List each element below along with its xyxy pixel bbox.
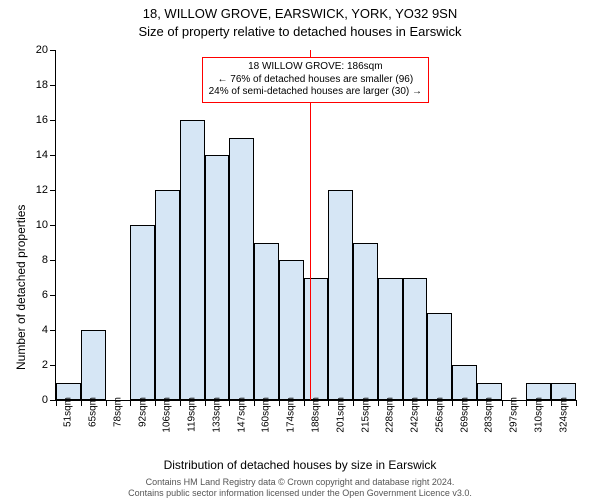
x-tick: [304, 400, 305, 406]
y-tick-label: 6: [26, 289, 48, 301]
x-tick: [452, 400, 453, 406]
histogram-bar: [403, 278, 428, 401]
histogram-bar: [81, 330, 106, 400]
x-tick-label: 119sqm: [187, 397, 198, 432]
footer-line1: Contains HM Land Registry data © Crown c…: [146, 477, 455, 487]
annotation-line2: ← 76% of detached houses are smaller (96…: [217, 74, 413, 85]
x-tick-label: 201sqm: [335, 397, 346, 433]
page-title-line2: Size of property relative to detached ho…: [0, 24, 600, 39]
page-title-line1: 18, WILLOW GROVE, EARSWICK, YORK, YO32 9…: [0, 6, 600, 21]
y-tick: [50, 225, 56, 226]
histogram-bar: [229, 138, 254, 401]
y-tick-label: 0: [26, 394, 48, 406]
y-tick: [50, 155, 56, 156]
y-tick: [50, 85, 56, 86]
x-tick: [427, 400, 428, 406]
annotation-line1: 18 WILLOW GROVE: 186sqm: [248, 61, 383, 72]
y-tick-label: 12: [26, 184, 48, 196]
x-tick: [130, 400, 131, 406]
x-tick-label: 256sqm: [434, 397, 445, 433]
y-tick: [50, 190, 56, 191]
histogram-bar: [452, 365, 477, 400]
y-tick: [50, 330, 56, 331]
x-tick: [279, 400, 280, 406]
annotation-box: 18 WILLOW GROVE: 186sqm ← 76% of detached…: [202, 57, 429, 103]
x-axis-label: Distribution of detached houses by size …: [0, 458, 600, 472]
histogram-bar: [279, 260, 304, 400]
x-tick: [328, 400, 329, 406]
x-tick: [155, 400, 156, 406]
x-tick: [180, 400, 181, 406]
x-tick: [81, 400, 82, 406]
x-tick-label: 51sqm: [63, 397, 74, 427]
x-tick: [56, 400, 57, 406]
y-tick: [50, 365, 56, 366]
x-tick-label: 106sqm: [162, 397, 173, 433]
x-tick: [254, 400, 255, 406]
histogram-bar: [180, 120, 205, 400]
x-tick: [205, 400, 206, 406]
y-tick-label: 10: [26, 219, 48, 231]
x-tick-label: 283sqm: [484, 397, 495, 433]
chart-container: 18, WILLOW GROVE, EARSWICK, YORK, YO32 9…: [0, 0, 600, 500]
histogram-bar: [254, 243, 279, 401]
x-tick: [353, 400, 354, 406]
y-tick: [50, 50, 56, 51]
x-tick-label: 228sqm: [385, 397, 396, 433]
x-tick-label: 174sqm: [286, 397, 297, 433]
x-tick-label: 65sqm: [88, 397, 99, 427]
histogram-bar: [353, 243, 378, 401]
y-tick-label: 20: [26, 44, 48, 56]
x-tick-label: 92sqm: [137, 397, 148, 427]
plot-area: 0246810121416182051sqm65sqm78sqm92sqm106…: [55, 50, 576, 401]
x-tick-label: 147sqm: [236, 397, 247, 433]
x-tick: [477, 400, 478, 406]
x-tick: [551, 400, 552, 406]
annotation-line3: 24% of semi-detached houses are larger (…: [209, 86, 422, 97]
histogram-bar: [427, 313, 452, 401]
y-tick: [50, 260, 56, 261]
x-tick-label: 269sqm: [459, 397, 470, 433]
histogram-bar: [378, 278, 403, 401]
histogram-bar: [155, 190, 180, 400]
x-tick-label: 310sqm: [533, 397, 544, 433]
y-tick-label: 8: [26, 254, 48, 266]
y-tick-label: 14: [26, 149, 48, 161]
x-tick: [378, 400, 379, 406]
x-tick: [526, 400, 527, 406]
y-tick: [50, 120, 56, 121]
marker-line: [310, 50, 311, 400]
x-tick: [106, 400, 107, 406]
y-tick: [50, 295, 56, 296]
x-tick-label: 324sqm: [558, 397, 569, 433]
histogram-bar: [205, 155, 230, 400]
footer-line2: Contains public sector information licen…: [128, 488, 472, 498]
footer-attribution: Contains HM Land Registry data © Crown c…: [0, 477, 600, 498]
x-tick-label: 78sqm: [112, 397, 123, 427]
x-tick: [229, 400, 230, 406]
x-tick-label: 188sqm: [311, 397, 322, 433]
y-tick-label: 18: [26, 79, 48, 91]
x-tick-label: 160sqm: [261, 397, 272, 433]
x-tick-label: 133sqm: [211, 397, 222, 433]
histogram-bar: [304, 278, 329, 401]
y-tick-label: 16: [26, 114, 48, 126]
y-tick-label: 2: [26, 359, 48, 371]
x-tick: [576, 400, 577, 406]
histogram-bar: [328, 190, 353, 400]
x-tick: [502, 400, 503, 406]
x-tick: [403, 400, 404, 406]
histogram-bar: [130, 225, 155, 400]
x-tick-label: 297sqm: [509, 397, 520, 433]
x-tick-label: 242sqm: [410, 397, 421, 433]
y-tick-label: 4: [26, 324, 48, 336]
x-tick-label: 215sqm: [360, 397, 371, 433]
